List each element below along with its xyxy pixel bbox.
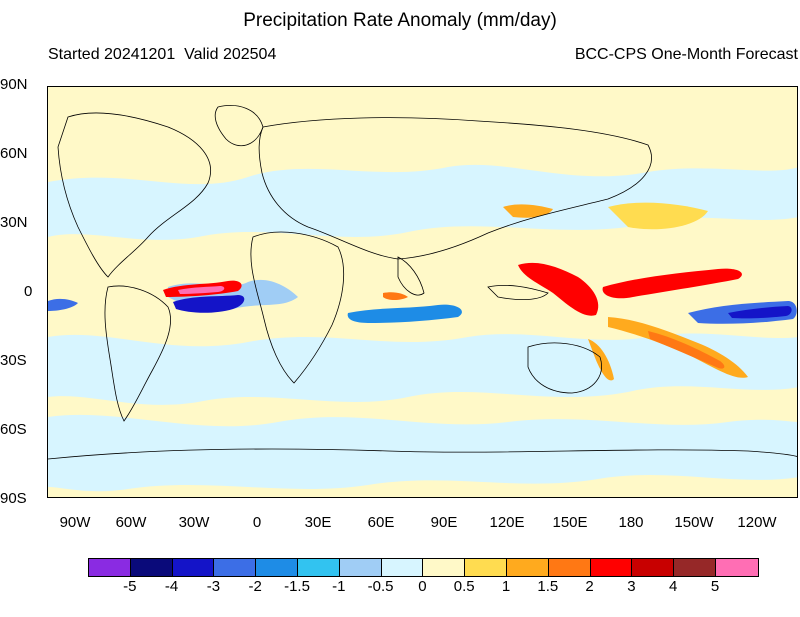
lon-label-30w: 30W: [178, 514, 210, 531]
colorbar-tick-label: -3: [206, 578, 221, 595]
colorbar-swatch: [89, 559, 131, 576]
colorbar-swatch: [548, 559, 591, 576]
maritime-continent-outline: [487, 285, 549, 301]
colorbar-swatch: [423, 559, 466, 576]
antarctica-outline: [48, 448, 797, 460]
model-name: BCC-CPS One-Month Forecast: [574, 46, 798, 63]
lon-label-120w: 120W: [737, 514, 777, 531]
australia-outline: [527, 342, 602, 394]
colorbar-swatch: [297, 559, 340, 576]
colorbar-swatch: [172, 559, 215, 576]
colorbar-tick-label: -4: [164, 578, 179, 595]
colorbar-swatch: [506, 559, 549, 576]
lon-label-180: 180: [618, 514, 644, 531]
lat-label-60s: 60S: [0, 421, 27, 438]
lat-label-30s: 30S: [0, 352, 27, 369]
colorbar-tick-label: 1.5: [537, 578, 559, 595]
field-dry-faint-tropics: [48, 333, 797, 405]
lon-label-120e: 120E: [489, 514, 525, 531]
field-dry-faint-south: [48, 414, 797, 492]
lon-label-90w: 90W: [59, 514, 91, 531]
band-dry-indian-ocean: [347, 304, 462, 323]
lat-label-equator: 0: [24, 283, 33, 300]
map-panel: [47, 86, 798, 498]
lon-label-60e: 60E: [367, 514, 395, 531]
colorbar-swatch: [130, 559, 173, 576]
band-dry-east-pacific-west: [48, 298, 78, 311]
colorbar-swatch: [632, 559, 675, 576]
field-dry-faint-north: [48, 164, 797, 240]
colorbar-tick-label: -1: [332, 578, 346, 595]
band-wet-pacific-itcz: [602, 268, 742, 299]
colorbar-swatch: [256, 559, 298, 576]
colorbar-tick-label: -0.5: [367, 578, 394, 595]
colorbar-swatch: [339, 559, 382, 576]
colorbar-tick-label: 1: [501, 578, 511, 595]
band-wet-max-atlantic: [178, 286, 225, 294]
lon-label-60w: 60W: [115, 514, 147, 531]
band-dry-max-east-pacific: [728, 306, 792, 319]
colorbar-swatch: [214, 559, 257, 576]
anomaly-field: [48, 87, 797, 497]
colorbar-tick-label: 3: [627, 578, 636, 595]
colorbar-swatch: [381, 559, 424, 576]
lon-label-150e: 150E: [552, 514, 588, 531]
coastlines: [48, 105, 797, 460]
colorbar-swatch: [465, 559, 507, 576]
colorbar: [88, 558, 759, 577]
lon-label-90e: 90E: [430, 514, 458, 531]
lat-label-90s: 90S: [0, 490, 27, 507]
colorbar-tick-label: 0: [418, 578, 427, 595]
lon-label-0: 0: [252, 514, 262, 531]
band-dry-atlantic: [173, 295, 245, 313]
colorbar-swatch: [674, 559, 716, 576]
colorbar-tick-label: 0.5: [453, 578, 475, 595]
colorbar-tick-label: 2: [585, 578, 594, 595]
band-wet-indian-spots: [383, 292, 408, 300]
forecast-dates: Started 20241201 Valid 202504: [48, 46, 277, 63]
lat-label-30n: 30N: [0, 214, 28, 231]
colorbar-swatch: [715, 559, 758, 576]
band-wet-spcz-core: [648, 331, 725, 369]
south-america-outline: [104, 285, 171, 422]
lat-label-90n: 90N: [0, 76, 28, 93]
africa-outline: [250, 231, 345, 384]
eurasia-outline: [258, 117, 652, 260]
greenland-outline: [214, 105, 264, 147]
colorbar-swatch: [590, 559, 633, 576]
band-wet-warm-pool: [518, 262, 599, 316]
indian-subcontinent-outline: [397, 256, 425, 296]
band-wet-yellow-north-pacific: [608, 202, 708, 230]
north-america-outline: [57, 112, 211, 278]
colorbar-tick-label: -1.5: [284, 578, 310, 595]
colorbar-tick-label: 4: [669, 578, 678, 595]
band-wet-kuroshio: [503, 204, 553, 218]
chart-title: Precipitation Rate Anomaly (mm/day): [243, 10, 557, 31]
lon-label-30e: 30E: [304, 514, 332, 531]
colorbar-tick-label: -2: [248, 578, 262, 595]
lon-label-150w: 150W: [674, 514, 714, 531]
colorbar-tick-label: -5: [123, 578, 137, 595]
lat-label-60n: 60N: [0, 145, 28, 162]
colorbar-tick-label: 5: [710, 578, 720, 595]
